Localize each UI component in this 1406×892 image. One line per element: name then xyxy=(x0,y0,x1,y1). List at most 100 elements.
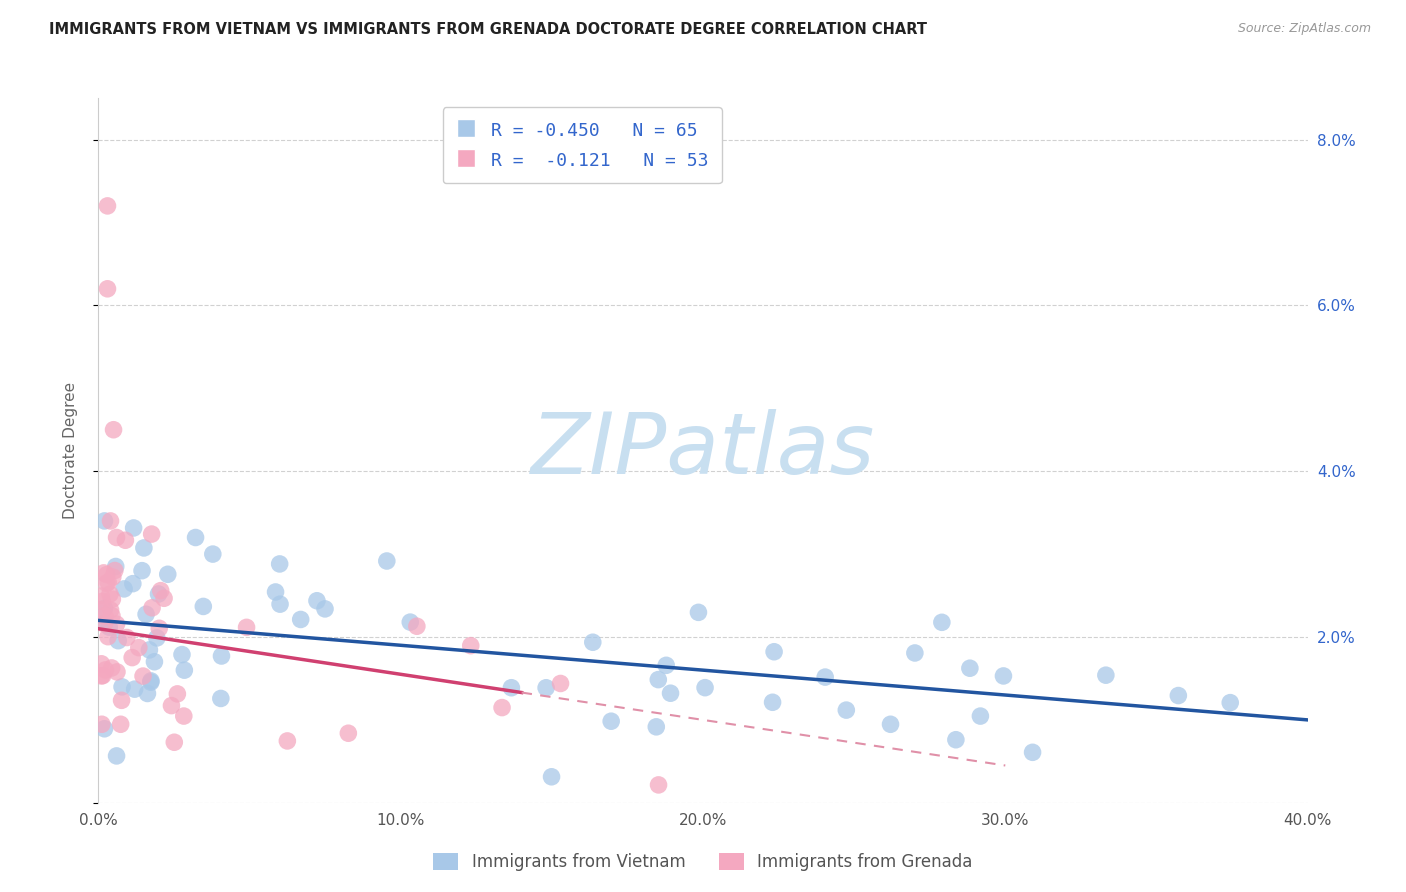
Point xyxy=(501,681,523,695)
Point xyxy=(534,681,557,695)
Point xyxy=(131,564,153,578)
Point xyxy=(121,650,143,665)
Y-axis label: Doctorate Degree: Doctorate Degree xyxy=(63,382,77,519)
Point xyxy=(173,709,195,723)
Point xyxy=(375,554,398,568)
Point xyxy=(100,514,122,528)
Point xyxy=(98,620,121,634)
Point xyxy=(105,531,128,545)
Point xyxy=(122,521,145,535)
Point xyxy=(105,617,128,632)
Point xyxy=(93,616,115,631)
Point xyxy=(124,682,146,697)
Point xyxy=(1021,745,1043,759)
Point xyxy=(94,609,117,624)
Point xyxy=(173,663,195,677)
Point xyxy=(276,734,298,748)
Point xyxy=(170,648,193,662)
Point xyxy=(163,735,186,749)
Point xyxy=(110,717,132,731)
Point xyxy=(209,691,232,706)
Point xyxy=(135,607,157,622)
Point xyxy=(93,566,115,580)
Point xyxy=(645,720,668,734)
Point xyxy=(114,533,136,548)
Point xyxy=(1095,668,1118,682)
Point xyxy=(143,655,166,669)
Point xyxy=(763,645,786,659)
Point xyxy=(110,693,132,707)
Point xyxy=(290,612,312,626)
Point xyxy=(141,600,163,615)
Point xyxy=(879,717,901,731)
Text: Source: ZipAtlas.com: Source: ZipAtlas.com xyxy=(1237,22,1371,36)
Point xyxy=(814,670,837,684)
Point xyxy=(945,732,967,747)
Point xyxy=(100,661,122,675)
Point xyxy=(491,700,513,714)
Point xyxy=(993,669,1015,683)
Point xyxy=(148,587,170,601)
Point xyxy=(98,587,121,601)
Point xyxy=(460,639,482,653)
Point xyxy=(132,541,155,555)
Point xyxy=(104,559,127,574)
Text: IMMIGRANTS FROM VIETNAM VS IMMIGRANTS FROM GRENADA DOCTORATE DEGREE CORRELATION : IMMIGRANTS FROM VIETNAM VS IMMIGRANTS FR… xyxy=(49,22,927,37)
Point xyxy=(115,631,138,645)
Point xyxy=(148,621,170,635)
Point xyxy=(105,665,128,679)
Point xyxy=(1219,696,1241,710)
Text: ZIPatlas: ZIPatlas xyxy=(531,409,875,492)
Point xyxy=(128,640,150,655)
Point xyxy=(166,687,188,701)
Point xyxy=(647,778,669,792)
Point xyxy=(107,633,129,648)
Point xyxy=(96,199,118,213)
Point xyxy=(139,673,162,688)
Point xyxy=(112,582,135,596)
Point xyxy=(659,686,682,700)
Point xyxy=(105,748,128,763)
Point xyxy=(97,630,120,644)
Point xyxy=(132,669,155,683)
Point xyxy=(93,722,115,736)
Point xyxy=(314,602,336,616)
Point xyxy=(121,576,143,591)
Point xyxy=(96,576,118,591)
Point xyxy=(959,661,981,675)
Point xyxy=(269,597,291,611)
Point xyxy=(904,646,927,660)
Point xyxy=(693,681,716,695)
Point xyxy=(94,663,117,677)
Point xyxy=(111,680,134,694)
Point xyxy=(93,514,115,528)
Point xyxy=(405,619,427,633)
Point xyxy=(138,643,160,657)
Point xyxy=(235,620,257,634)
Point xyxy=(655,658,678,673)
Point xyxy=(647,673,669,687)
Point xyxy=(93,616,115,631)
Point xyxy=(90,657,112,671)
Point xyxy=(582,635,605,649)
Point xyxy=(1167,689,1189,703)
Point xyxy=(269,557,291,571)
Point xyxy=(91,668,114,682)
Point xyxy=(97,575,120,590)
Point xyxy=(90,603,112,617)
Point xyxy=(103,423,125,437)
Point xyxy=(96,567,118,582)
Point xyxy=(600,714,623,729)
Point xyxy=(101,608,124,623)
Point xyxy=(184,531,207,545)
Point xyxy=(264,585,287,599)
Point xyxy=(835,703,858,717)
Point xyxy=(540,770,562,784)
Point xyxy=(149,583,172,598)
Point xyxy=(761,695,783,709)
Point xyxy=(305,593,328,607)
Point xyxy=(550,676,572,690)
Point xyxy=(201,547,224,561)
Point xyxy=(160,698,183,713)
Point xyxy=(969,709,991,723)
